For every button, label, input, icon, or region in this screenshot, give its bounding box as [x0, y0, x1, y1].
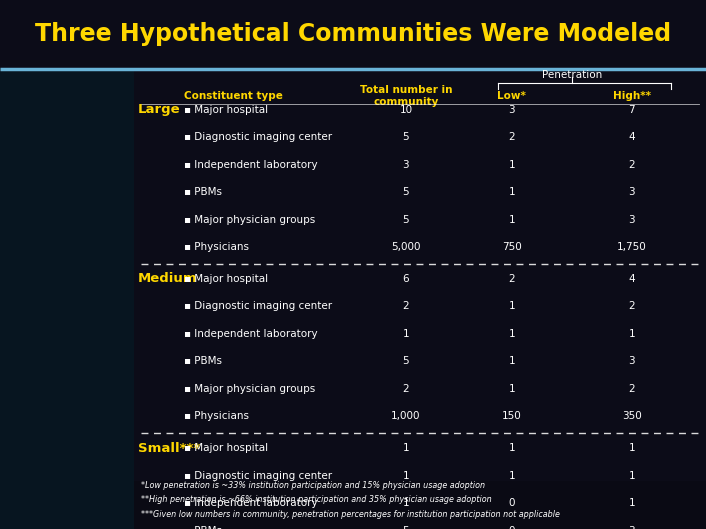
Text: Three Hypothetical Communities Were Modeled: Three Hypothetical Communities Were Mode…: [35, 22, 671, 47]
Text: 2: 2: [628, 384, 635, 394]
Text: community: community: [373, 97, 438, 106]
Text: 1: 1: [508, 384, 515, 394]
Text: High**: High**: [613, 91, 651, 101]
Text: 350: 350: [622, 412, 642, 421]
Bar: [134, 69, 706, 481]
Text: 1: 1: [628, 471, 635, 480]
Text: ▪ Major hospital: ▪ Major hospital: [184, 443, 268, 453]
Text: 1: 1: [402, 471, 409, 480]
Text: 1: 1: [508, 329, 515, 339]
Text: 1: 1: [628, 498, 635, 508]
Text: 1: 1: [508, 215, 515, 224]
Text: ▪ Physicians: ▪ Physicians: [184, 242, 249, 252]
Text: 2: 2: [628, 302, 635, 311]
Text: 3: 3: [628, 215, 635, 224]
Text: Small***: Small***: [138, 442, 200, 454]
Text: 3: 3: [402, 160, 409, 169]
Text: 150: 150: [502, 412, 522, 421]
Bar: [0, 0, 706, 69]
Text: ▪ PBMs: ▪ PBMs: [184, 526, 222, 529]
Text: 1,750: 1,750: [617, 242, 647, 252]
Text: 3: 3: [628, 526, 635, 529]
Text: 1: 1: [508, 443, 515, 453]
Text: 5: 5: [402, 526, 409, 529]
Text: 5: 5: [402, 187, 409, 197]
Text: 0: 0: [508, 498, 515, 508]
Text: 1: 1: [508, 357, 515, 366]
Text: 7: 7: [628, 105, 635, 114]
Text: 1: 1: [628, 329, 635, 339]
Text: 2: 2: [508, 274, 515, 284]
Text: Total number in: Total number in: [359, 85, 453, 95]
Text: 1: 1: [508, 187, 515, 197]
Text: Penetration: Penetration: [542, 70, 602, 80]
Text: ▪ Independent laboratory: ▪ Independent laboratory: [184, 498, 317, 508]
Text: 2: 2: [402, 302, 409, 311]
Text: 1: 1: [508, 471, 515, 480]
Text: ▪ Physicians: ▪ Physicians: [184, 412, 249, 421]
Text: ▪ Major hospital: ▪ Major hospital: [184, 105, 268, 114]
Text: 4: 4: [628, 274, 635, 284]
Text: 3: 3: [628, 357, 635, 366]
Text: ▪ Diagnostic imaging center: ▪ Diagnostic imaging center: [184, 302, 332, 311]
Text: Constituent type: Constituent type: [184, 91, 282, 101]
Text: ▪ Diagnostic imaging center: ▪ Diagnostic imaging center: [184, 471, 332, 480]
Text: 2: 2: [402, 384, 409, 394]
Text: 4: 4: [628, 132, 635, 142]
Text: Medium: Medium: [138, 272, 197, 285]
Text: 1: 1: [508, 160, 515, 169]
Text: Large: Large: [138, 103, 180, 116]
Text: 3: 3: [628, 187, 635, 197]
Text: ▪ Major hospital: ▪ Major hospital: [184, 274, 268, 284]
Text: ▪ PBMs: ▪ PBMs: [184, 187, 222, 197]
Text: 2: 2: [628, 160, 635, 169]
Text: 1: 1: [402, 498, 409, 508]
Text: 2: 2: [508, 132, 515, 142]
Text: 6: 6: [402, 274, 409, 284]
Bar: [0, 69, 134, 529]
Text: ***Given low numbers in community, penetration percentages for institution parti: ***Given low numbers in community, penet…: [141, 509, 560, 519]
Text: 1: 1: [402, 443, 409, 453]
Text: 5,000: 5,000: [391, 242, 421, 252]
Text: 3: 3: [508, 105, 515, 114]
Text: 5: 5: [402, 132, 409, 142]
Text: ▪ PBMs: ▪ PBMs: [184, 357, 222, 366]
Text: 1: 1: [402, 329, 409, 339]
Text: ▪ Major physician groups: ▪ Major physician groups: [184, 384, 315, 394]
Text: *Low penetration is ~33% institution participation and 15% physician usage adopt: *Low penetration is ~33% institution par…: [141, 481, 485, 490]
Text: ▪ Independent laboratory: ▪ Independent laboratory: [184, 329, 317, 339]
Text: 1: 1: [508, 302, 515, 311]
Text: 1: 1: [628, 443, 635, 453]
Text: **High penetration is ~66% institution participation and 35% physician usage ado: **High penetration is ~66% institution p…: [141, 495, 492, 505]
Text: 1,000: 1,000: [391, 412, 421, 421]
Text: 750: 750: [502, 242, 522, 252]
Text: ▪ Diagnostic imaging center: ▪ Diagnostic imaging center: [184, 132, 332, 142]
Text: 0: 0: [508, 526, 515, 529]
Text: 5: 5: [402, 215, 409, 224]
Text: 5: 5: [402, 357, 409, 366]
Text: ▪ Major physician groups: ▪ Major physician groups: [184, 215, 315, 224]
Text: ▪ Independent laboratory: ▪ Independent laboratory: [184, 160, 317, 169]
Text: Low*: Low*: [498, 91, 526, 101]
Text: 10: 10: [400, 105, 412, 114]
